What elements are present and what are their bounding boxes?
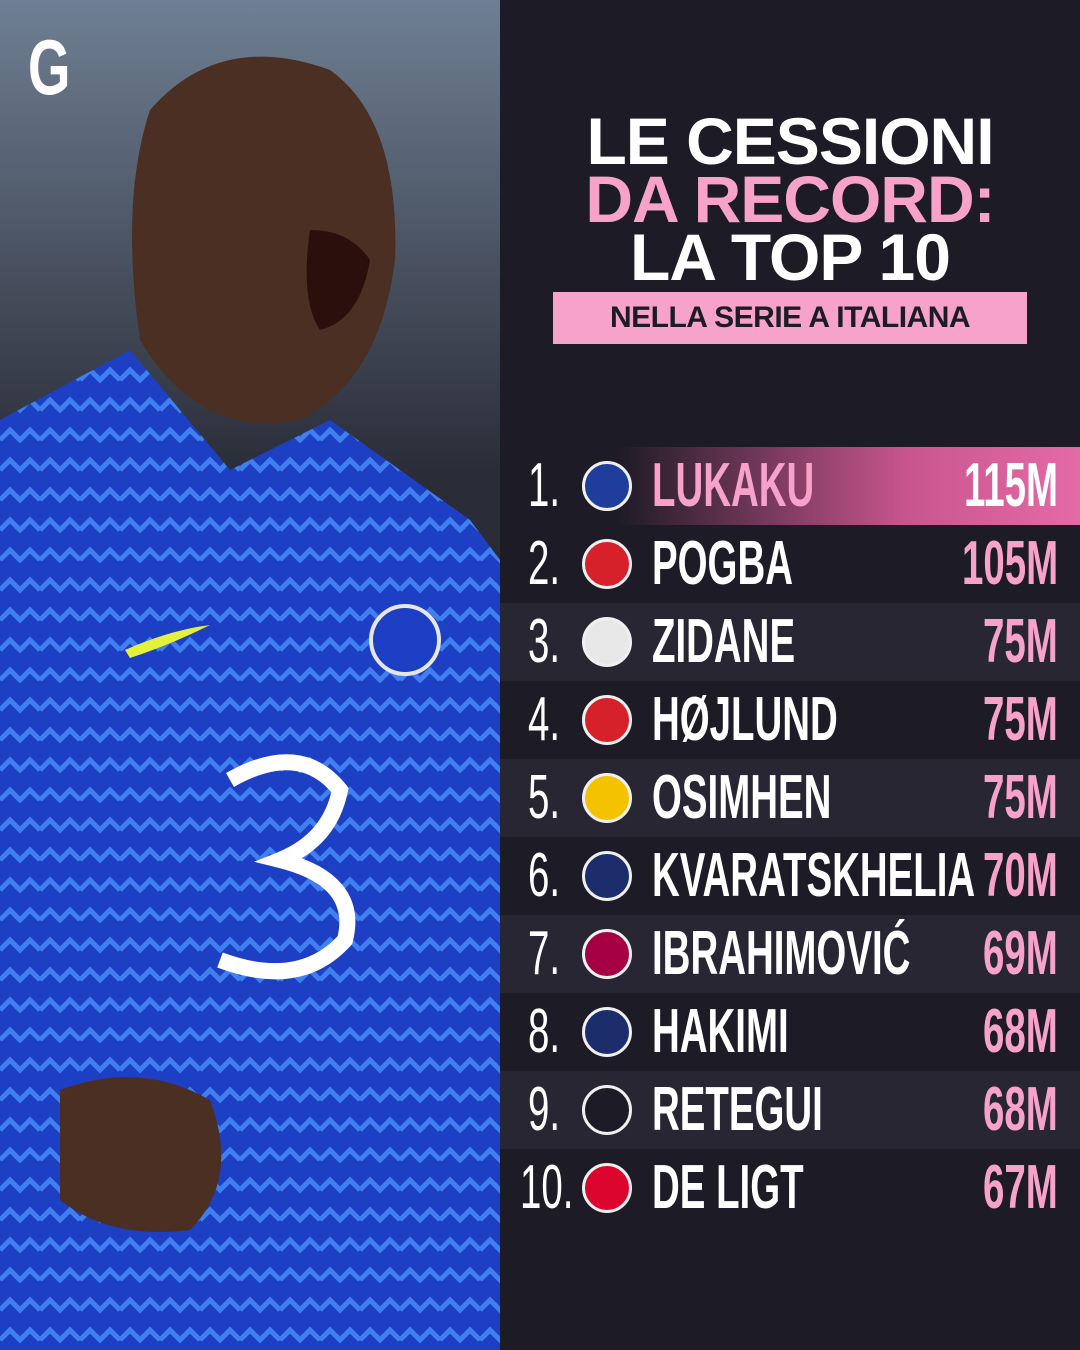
ranking-row: 10. DE LIGT 67M <box>500 1149 1080 1227</box>
rank: 8. <box>528 997 561 1066</box>
swoosh <box>125 625 210 658</box>
rank: 3. <box>528 607 561 676</box>
player-name: HØJLUND <box>652 685 838 754</box>
club-badge <box>582 1163 632 1213</box>
player-name: DE LIGT <box>652 1153 804 1222</box>
ranking-row: 1. LUKAKU 115M <box>500 447 1080 525</box>
player-name: OSIMHEN <box>652 763 832 832</box>
title-line: LA TOP 10 <box>630 220 951 294</box>
club-badge <box>582 617 632 667</box>
player-name: RETEGUI <box>652 1075 823 1144</box>
ranking-row: 3. ZIDANE 75M <box>500 603 1080 681</box>
mouth <box>306 230 370 330</box>
rank: 6. <box>528 841 561 910</box>
title-line: DA RECORD: <box>585 162 995 236</box>
player-name: LUKAKU <box>652 451 815 520</box>
player-name: KVARATSKHELIA <box>652 841 976 910</box>
club-badge <box>582 1007 632 1057</box>
rank: 4. <box>528 685 561 754</box>
ranking-row: 8. HAKIMI 68M <box>500 993 1080 1071</box>
transfer-fee: 70M <box>982 841 1058 910</box>
brand-logo: G <box>28 23 71 111</box>
transfer-fee: 75M <box>982 763 1058 832</box>
ranking-panel: LE CESSIONI DA RECORD: LA TOP 10 NELLA S… <box>500 0 1080 1350</box>
player-name: IBRAHIMOVIĆ <box>652 919 911 988</box>
ranking-row: 4. HØJLUND 75M <box>500 681 1080 759</box>
transfer-fee: 68M <box>982 1075 1058 1144</box>
rank: 2. <box>528 529 561 598</box>
club-badge <box>582 695 632 745</box>
fist <box>60 1077 222 1232</box>
ranking-row: 5. OSIMHEN 75M <box>500 759 1080 837</box>
ranking-row: 6. KVARATSKHELIA 70M <box>500 837 1080 915</box>
ranking-row: 9. RETEGUI 68M <box>500 1071 1080 1149</box>
player-name: HAKIMI <box>652 997 789 1066</box>
transfer-fee: 75M <box>982 607 1058 676</box>
ranking-row: 2. POGBA 105M <box>500 525 1080 603</box>
player-photo <box>0 0 500 1350</box>
transfer-fee: 69M <box>982 919 1058 988</box>
club-badge <box>582 929 632 979</box>
sponsor-mark <box>217 754 356 980</box>
subtitle: NELLA SERIE A ITALIANA <box>553 292 1027 344</box>
club-badge <box>582 773 632 823</box>
crest <box>369 604 441 676</box>
player-name: POGBA <box>652 529 793 598</box>
head <box>132 56 396 424</box>
rank: 7. <box>528 919 561 988</box>
club-badge <box>582 539 632 589</box>
rank: 9. <box>528 1075 561 1144</box>
club-badge <box>582 1085 632 1135</box>
club-badge <box>582 461 632 511</box>
transfer-fee: 105M <box>961 529 1059 598</box>
title-line: LE CESSIONI <box>586 104 994 178</box>
transfer-fee: 115M <box>963 451 1058 520</box>
transfer-fee: 75M <box>982 685 1058 754</box>
rank: 10. <box>520 1153 574 1222</box>
ranking-row: 7. IBRAHIMOVIĆ 69M <box>500 915 1080 993</box>
transfer-fee: 68M <box>982 997 1058 1066</box>
club-badge <box>582 851 632 901</box>
transfer-fee: 67M <box>982 1153 1058 1222</box>
player-name: ZIDANE <box>652 607 796 676</box>
rank: 1. <box>528 451 561 520</box>
rank: 5. <box>528 763 561 832</box>
